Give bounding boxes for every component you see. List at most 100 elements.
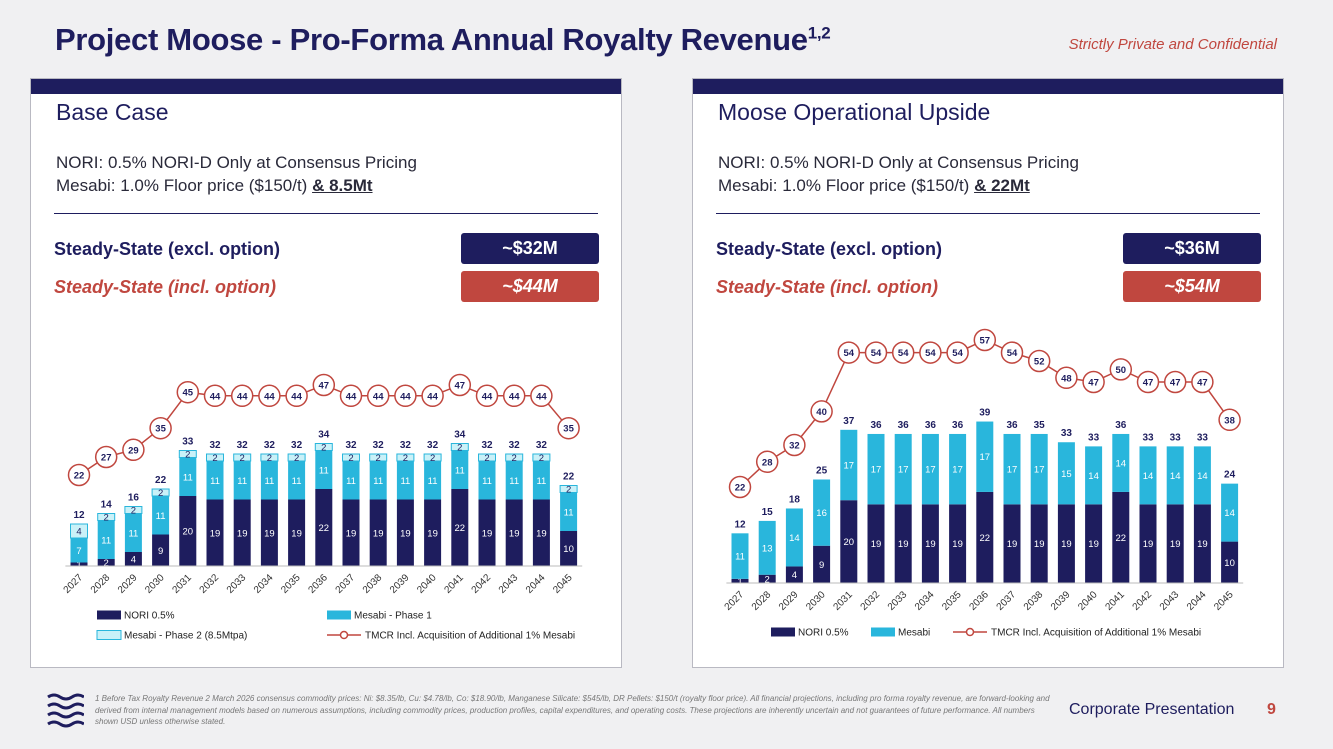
tmcr-value-label: 44 — [536, 391, 547, 402]
bar-nori-0-5- — [731, 578, 749, 583]
bar-value-label: 15 — [1061, 469, 1072, 480]
bar-value-label: 11 — [156, 511, 166, 522]
panel-header-bar — [693, 79, 1283, 94]
bar-mesabi — [1003, 433, 1021, 505]
bar-value-label: 17 — [844, 461, 855, 472]
bar-value-label: 14 — [789, 533, 800, 544]
x-tick-label: 2031 — [170, 572, 194, 596]
bar-value-label: 11 — [482, 476, 492, 487]
bar-nori-0-5- — [369, 499, 387, 566]
bar-value-label: 11 — [237, 476, 247, 487]
tmcr-value-label: 47 — [455, 381, 466, 392]
x-tick-label: 2043 — [1158, 589, 1182, 613]
bar-total-label: 36 — [1006, 420, 1018, 431]
bar-mesabi — [1057, 442, 1075, 505]
bar-mesabi-phase-2-8-5mtpa- — [97, 513, 116, 521]
bar-nori-0-5- — [152, 534, 170, 566]
x-tick-label: 2045 — [551, 572, 575, 596]
tmcr-point — [1000, 341, 1024, 364]
bar-mesabi-phase-1 — [315, 450, 333, 489]
legend-line-marker — [339, 630, 349, 640]
panel-heading: Moose Operational Upside — [718, 99, 991, 125]
page-title: Project Moose - Pro-Forma Annual Royalty… — [55, 22, 831, 57]
tmcr-point — [258, 384, 281, 408]
bar-total-label: 22 — [563, 472, 575, 483]
x-tick-label: 2027 — [62, 572, 86, 596]
bar-value-label: 2 — [403, 453, 408, 464]
tmcr-value-label: 44 — [346, 391, 357, 402]
panel-heading: Base Case — [56, 99, 169, 125]
bar-nori-0-5- — [233, 499, 251, 566]
bar-total-label: 32 — [209, 440, 221, 451]
bar-value-label: 22 — [1116, 533, 1127, 544]
tmcr-point — [448, 373, 472, 397]
bar-nori-0-5- — [1085, 504, 1103, 583]
bar-value-label: 11 — [373, 476, 383, 487]
bar-value-label: 17 — [980, 452, 991, 463]
bar-value-label: 22 — [319, 523, 330, 534]
bar-value-label: 19 — [210, 528, 221, 539]
bar-total-label: 36 — [870, 420, 882, 431]
bar-value-label: 10 — [1224, 558, 1235, 569]
bar-mesabi-phase-2-8-5mtpa- — [178, 450, 197, 458]
tmcr-point — [1136, 370, 1160, 394]
bar-value-label: 11 — [183, 472, 193, 483]
bar-value-label: 2 — [484, 453, 489, 464]
bar-value-label: 17 — [1007, 465, 1018, 476]
tmcr-value-label: 28 — [762, 457, 773, 468]
x-tick-label: 2032 — [859, 589, 883, 613]
bar-value-label: 2 — [185, 450, 190, 461]
bar-mesabi — [1030, 433, 1048, 505]
bar-value-label: 2 — [512, 453, 517, 464]
tmcr-point — [312, 373, 336, 397]
bar-mesabi-phase-2-8-5mtpa- — [314, 443, 333, 451]
bar-nori-0-5- — [1057, 504, 1075, 583]
tmcr-value-label: 40 — [816, 407, 827, 418]
steady-state-incl-value: ~$54M — [1123, 271, 1261, 302]
bar-mesabi-phase-2-8-5mtpa- — [478, 453, 496, 462]
footnote: 1 Before Tax Royalty Revenue 2 March 202… — [95, 694, 1050, 726]
page-number: 9 — [1267, 701, 1276, 718]
bar-value-label: 19 — [1034, 539, 1045, 550]
tmcr-value-label: 44 — [291, 391, 302, 402]
tmcr-value-label: 50 — [1116, 365, 1127, 376]
bar-total-label: 33 — [182, 437, 194, 448]
x-tick-label: 2035 — [279, 572, 303, 596]
bar-value-label: 11 — [319, 465, 329, 476]
bar-mesabi — [758, 520, 776, 575]
bar-nori-0-5- — [976, 491, 994, 583]
bar-nori-0-5- — [1193, 504, 1211, 583]
tmcr-value-label: 52 — [1034, 357, 1045, 368]
bar-total-label: 34 — [454, 430, 466, 441]
tmcr-point — [285, 384, 308, 408]
bar-total-label: 22 — [155, 475, 167, 486]
bar-nori-0-5- — [342, 499, 360, 566]
bar-nori-0-5- — [260, 499, 278, 566]
legend-swatch — [96, 630, 122, 640]
steady-state-excl-value: ~$36M — [1123, 233, 1261, 264]
panel-base-case: Base Case NORI: 0.5% NORI-D Only at Cons… — [30, 78, 622, 668]
x-tick-label: 2028 — [750, 589, 774, 613]
tmcr-value-label: 47 — [319, 381, 330, 392]
bar-mesabi-phase-1 — [260, 461, 278, 500]
bar-value-label: 13 — [762, 543, 773, 554]
tmcr-point — [864, 341, 888, 364]
x-tick-label: 2033 — [886, 589, 910, 613]
bar-mesabi — [731, 533, 749, 579]
tmcr-value-label: 27 — [101, 453, 112, 464]
tmcr-value-label: 54 — [898, 348, 909, 359]
bar-mesabi — [785, 508, 803, 567]
tmcr-value-label: 54 — [871, 348, 882, 359]
bar-mesabi-phase-1 — [451, 450, 469, 489]
bar-nori-0-5- — [315, 489, 333, 566]
bar-nori-0-5- — [867, 504, 885, 583]
bar-value-label: 19 — [1170, 539, 1181, 550]
footer-corporate-label: Corporate Presentation — [1069, 701, 1235, 718]
legend-label: NORI 0.5% — [798, 628, 849, 639]
tmcr-point — [339, 384, 363, 408]
x-tick-label: 2038 — [361, 572, 385, 596]
bar-mesabi — [840, 429, 858, 501]
bar-nori-0-5- — [505, 499, 523, 566]
x-tick-label: 2040 — [1076, 589, 1100, 613]
bar-total-label: 16 — [128, 493, 140, 504]
